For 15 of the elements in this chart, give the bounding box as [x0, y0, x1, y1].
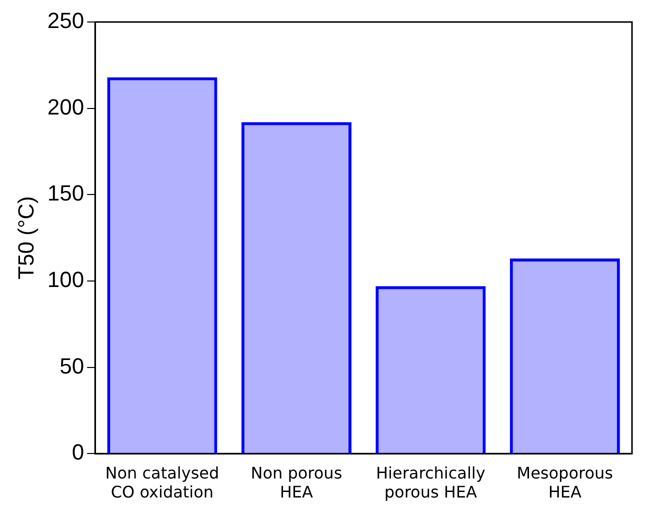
y-axis-title: T50 (°C) — [13, 196, 38, 280]
y-tick-label: 250 — [47, 8, 84, 34]
x-tick-label: Non porous HEA — [250, 463, 342, 502]
x-tick-label: Non catalysed CO oxidation — [105, 463, 220, 502]
y-tick-label: 200 — [47, 94, 84, 120]
bar — [241, 122, 352, 454]
bar — [510, 258, 620, 454]
bar — [376, 286, 486, 454]
bar — [107, 77, 218, 454]
x-tick-label: Hierarchically porous HEA — [376, 463, 486, 502]
y-tick-label: 100 — [47, 267, 84, 292]
x-tick-label: Mesoporous HEA — [516, 463, 613, 502]
y-tick-label: 50 — [60, 353, 84, 378]
y-tick-label: 0 — [72, 440, 84, 465]
y-tick-label: 150 — [47, 180, 84, 206]
